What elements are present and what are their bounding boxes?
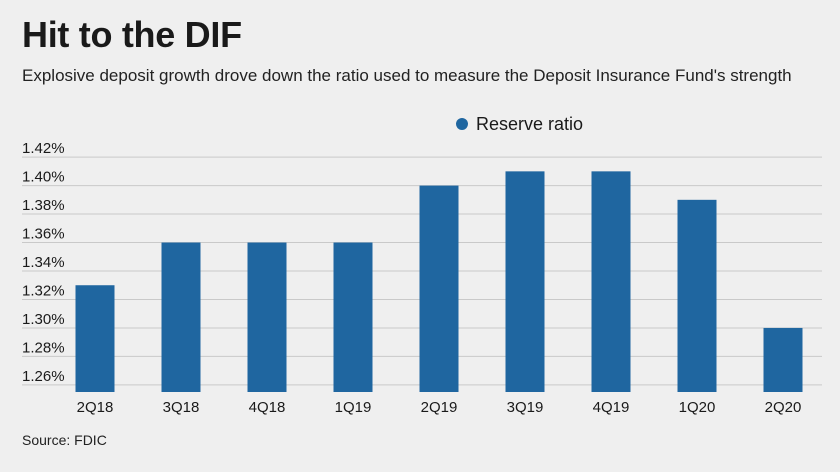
bar	[419, 185, 459, 392]
bar	[591, 171, 631, 392]
y-tick-label: 1.34%	[22, 254, 65, 271]
bar	[505, 171, 545, 392]
legend-marker	[456, 118, 468, 130]
y-tick-label: 1.28%	[22, 339, 65, 356]
x-tick-label: 2Q20	[765, 399, 802, 416]
bar	[333, 242, 373, 392]
bar	[677, 199, 717, 392]
y-tick-label: 1.40%	[22, 169, 65, 186]
y-tick-label: 1.36%	[22, 226, 65, 243]
y-tick-label: 1.38%	[22, 197, 65, 214]
x-tick-label: 4Q19	[593, 399, 630, 416]
y-tick-label: 1.42%	[22, 140, 65, 157]
x-tick-label: 3Q18	[163, 399, 200, 416]
x-tick-label: 2Q19	[421, 399, 458, 416]
bar	[247, 242, 287, 392]
y-tick-label: 1.26%	[22, 368, 65, 385]
x-tick-label: 4Q18	[249, 399, 286, 416]
y-axis-ticks: 1.26% 1.28% 1.30% 1.32% 1.34% 1.36% 1.38% 1.40%…	[22, 140, 65, 385]
y-tick-label: 1.32%	[22, 282, 65, 299]
bar	[763, 327, 803, 392]
x-axis-ticks: 2Q18 3Q18 4Q18 1Q19 2Q19 3Q19 4Q19 1Q20 2Q20	[77, 399, 802, 416]
x-tick-label: 1Q19	[335, 399, 372, 416]
x-tick-label: 3Q19	[507, 399, 544, 416]
bar	[75, 285, 115, 392]
x-tick-label: 1Q20	[679, 399, 716, 416]
chart-subtitle: Explosive deposit growth drove down the …	[22, 66, 792, 85]
chart-title: Hit to the DIF	[22, 14, 242, 55]
y-tick-label: 1.30%	[22, 311, 65, 328]
bar	[161, 242, 201, 392]
bars	[75, 171, 803, 392]
legend-label: Reserve ratio	[476, 114, 583, 134]
legend: Reserve ratio	[456, 114, 583, 134]
x-tick-label: 2Q18	[77, 399, 114, 416]
source-note: Source: FDIC	[22, 432, 107, 448]
